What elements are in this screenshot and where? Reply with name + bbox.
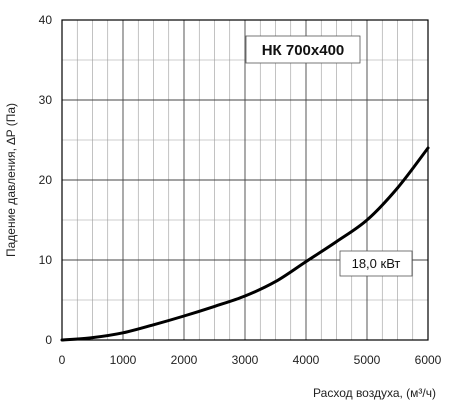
y-axis-title: Падение давления, ∆P (Па) (4, 103, 18, 257)
x-tick-label: 2000 (171, 353, 198, 367)
title-box: НК 700х400 (245, 35, 361, 64)
x-axis-title: Расход воздуха, (м³/ч) (313, 386, 436, 400)
title-box-frame (245, 35, 361, 64)
y-tick-labels: 0 10 20 30 40 (39, 13, 53, 347)
chart-title: НК 700х400 (262, 42, 345, 59)
x-tick-label: 1000 (110, 353, 137, 367)
x-tick-label: 4000 (293, 353, 320, 367)
y-tick-label: 0 (45, 333, 52, 347)
major-gridlines (62, 20, 428, 340)
annotation-box-frame (339, 250, 413, 277)
plot-frame (61, 19, 429, 341)
series-line (60, 146, 430, 342)
x-tick-label: 5000 (354, 353, 381, 367)
x-tick-label: 0 (59, 353, 66, 367)
y-tick-label: 20 (39, 173, 53, 187)
x-tick-label: 6000 (415, 353, 442, 367)
x-tick-labels: 0 1000 2000 3000 4000 5000 6000 (59, 353, 442, 367)
power-annotation: 18,0 кВт (352, 256, 401, 271)
y-tick-label: 30 (39, 93, 53, 107)
y-tick-label: 40 (39, 13, 53, 27)
y-tick-label: 10 (39, 253, 53, 267)
x-tick-label: 3000 (232, 353, 259, 367)
annotation-box: 18,0 кВт (339, 250, 413, 277)
